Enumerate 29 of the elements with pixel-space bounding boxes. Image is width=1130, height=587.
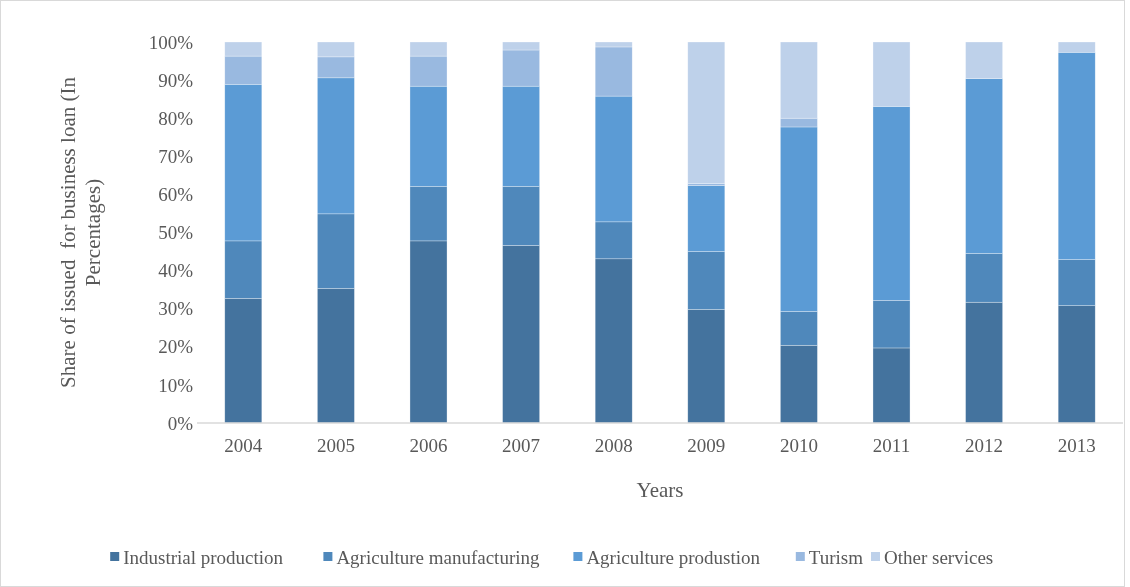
y-tick-label: 50%	[158, 222, 194, 244]
x-tick-label: 2006	[409, 435, 448, 456]
x-tick-label: 2012	[965, 435, 1004, 456]
x-tick-label: 2008	[594, 435, 633, 456]
legend-label: Turism	[808, 546, 864, 568]
y-tick-label: 10%	[158, 374, 194, 396]
x-tick-label: 2010	[779, 435, 818, 456]
x-tick-label: 2004	[224, 435, 263, 456]
y-tick-label: 40%	[158, 260, 194, 282]
y-tick-label: 80%	[158, 107, 194, 129]
x-axis-title: Years	[636, 478, 684, 502]
x-tick-label: 2011	[872, 435, 911, 456]
legend-label: Other services	[884, 546, 994, 568]
y-tick-label: 90%	[158, 69, 194, 91]
legend-label: Agriculture produstion	[586, 546, 761, 568]
x-tick-label: 2007	[502, 435, 541, 456]
y-tick-label: 60%	[158, 184, 194, 206]
x-tick-label: 2013	[1057, 435, 1096, 456]
y-tick-label: 0%	[167, 412, 194, 434]
legend-label: Industrial production	[123, 546, 284, 568]
bar	[687, 41, 726, 184]
y-tick-label: 20%	[158, 336, 194, 358]
y-tick-label: 100%	[148, 31, 194, 53]
y-axis-title: Share of issued for business loan (In Percentages)	[56, 76, 105, 388]
y-tick-label: 30%	[158, 298, 194, 320]
y-tick-label: 70%	[158, 145, 194, 167]
x-tick-label: 2009	[687, 435, 726, 456]
x-tick-label: 2005	[316, 435, 355, 456]
legend-label: Agriculture manufacturing	[336, 546, 541, 568]
